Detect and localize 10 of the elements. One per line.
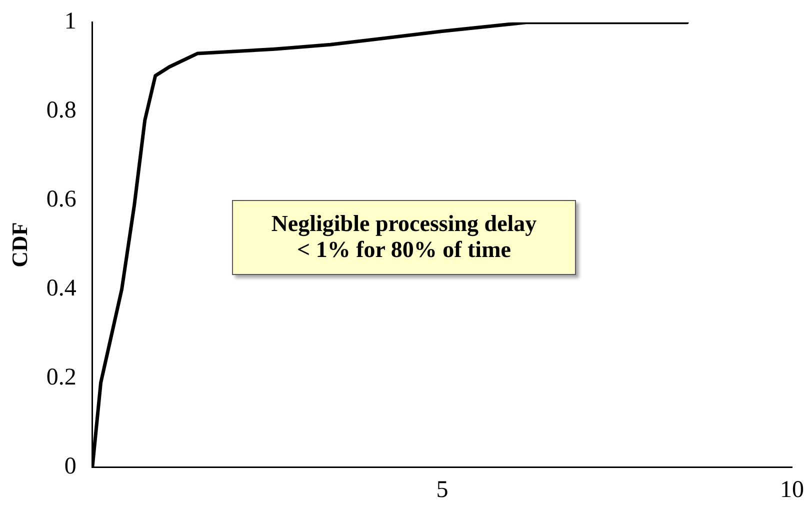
y-tick-label: 0.4	[46, 276, 76, 302]
note-box: Negligible processing delay < 1% for 80% of time	[232, 200, 576, 275]
y-tick-label: 0.8	[46, 98, 76, 124]
y-tick-label: 0	[64, 453, 76, 480]
y-axis-title: CDF	[6, 222, 32, 268]
y-tick-label: 0.2	[46, 364, 76, 391]
y-tick-label: 0.6	[46, 186, 76, 213]
x-tick-label: 5	[436, 476, 448, 503]
y-tick-label: 1	[64, 8, 76, 35]
x-tick-label: 10	[780, 476, 804, 503]
